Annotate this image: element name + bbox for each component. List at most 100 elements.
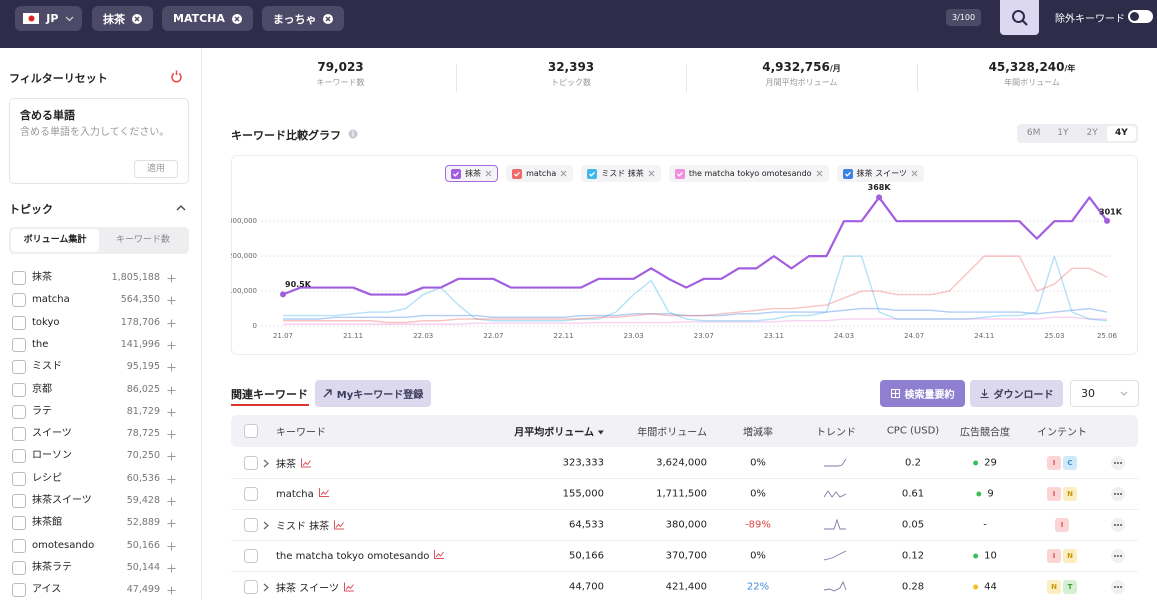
chart-icon[interactable] [334, 520, 345, 530]
more-icon[interactable] [1111, 518, 1125, 532]
legend-remove[interactable] [485, 170, 492, 177]
page-size-select[interactable]: 30 [1070, 380, 1139, 407]
more-icon[interactable] [1111, 549, 1125, 563]
more-icon-part [1114, 462, 1116, 464]
column-header[interactable]: 年間ボリューム [637, 427, 707, 439]
column-header[interactable]: キーワード [276, 427, 326, 439]
remove-icon[interactable] [323, 13, 334, 24]
keyword[interactable]: ミスド 抹茶 [276, 521, 330, 533]
column-header[interactable]: CPC (USD) [886, 425, 940, 437]
legend-remove[interactable] [648, 170, 655, 177]
sort-icon[interactable] [597, 430, 604, 436]
more-icon[interactable] [1111, 580, 1125, 594]
range-button[interactable]: 2Y [1086, 128, 1098, 138]
add-icon[interactable] [167, 408, 176, 417]
add-icon[interactable] [167, 319, 176, 328]
row-checkbox[interactable] [244, 518, 258, 532]
keyword[interactable]: matcha [276, 489, 314, 500]
column-header[interactable]: 月平均ボリューム [514, 424, 604, 439]
add-icon[interactable] [167, 542, 176, 551]
keyword[interactable]: 抹茶 [276, 459, 296, 471]
topic-checkbox[interactable] [12, 560, 26, 575]
filter-reset[interactable]: フィルターリセット [9, 72, 108, 85]
expand-icon[interactable] [263, 583, 269, 592]
more-icon[interactable] [1111, 456, 1125, 470]
keyword-chip[interactable]: まっちゃ [261, 6, 345, 31]
chart-icon[interactable] [343, 582, 354, 592]
add-icon[interactable] [167, 475, 176, 484]
column-header[interactable]: インテント [1037, 427, 1087, 439]
register-button[interactable]: Myキーワード登録 [315, 380, 431, 407]
legend-chip[interactable]: 抹茶 [445, 165, 499, 182]
range-button[interactable]: 6M [1026, 128, 1041, 138]
apply-button[interactable]: 適用 [134, 160, 178, 178]
add-icon[interactable] [167, 519, 176, 528]
add-icon[interactable] [167, 586, 176, 595]
chart-icon[interactable] [434, 550, 445, 559]
chart-icon[interactable] [318, 488, 329, 497]
legend-chip[interactable]: the matcha tokyo omotesando [668, 165, 829, 182]
download-button[interactable]: ダウンロード [970, 380, 1063, 407]
topic-checkbox[interactable] [12, 449, 26, 464]
row-checkbox[interactable] [244, 549, 258, 563]
keyword-chip[interactable]: 抹茶 [92, 6, 153, 31]
select-all-checkbox[interactable] [244, 424, 258, 438]
add-icon[interactable] [167, 386, 176, 395]
topic-checkbox[interactable] [12, 315, 26, 330]
keyword[interactable]: the matcha tokyo omotesando [276, 551, 430, 562]
reset-icon[interactable] [170, 70, 183, 83]
legend-remove[interactable] [560, 170, 567, 177]
topic-checkbox[interactable] [12, 583, 26, 598]
keyword-chip[interactable]: MATCHA [162, 6, 253, 31]
topic-checkbox[interactable] [12, 293, 26, 308]
add-icon[interactable] [167, 452, 176, 461]
chart-icon[interactable] [301, 458, 311, 468]
add-icon[interactable] [167, 274, 176, 283]
range-button[interactable]: 1Y [1057, 128, 1069, 138]
summary-button[interactable]: 検索量要約 [880, 380, 965, 407]
add-icon[interactable] [167, 341, 176, 350]
exclude-toggle[interactable] [1128, 10, 1153, 23]
topic-checkbox[interactable] [12, 471, 26, 486]
legend-chip[interactable]: ミスド 抹茶 [581, 165, 661, 182]
row-checkbox[interactable] [244, 456, 258, 470]
range-button[interactable]: 4Y [1106, 126, 1136, 141]
column-header[interactable]: 広告競合度 [960, 427, 1010, 439]
country-select[interactable]: JP [15, 6, 82, 31]
row-checkbox[interactable] [244, 487, 258, 501]
legend-chip[interactable]: 抹茶 スイーツ [836, 165, 924, 182]
topic-checkbox[interactable] [12, 382, 26, 397]
add-icon[interactable] [167, 564, 176, 573]
collapse-icon[interactable] [176, 204, 186, 211]
search-button[interactable] [1000, 0, 1039, 35]
topic-checkbox[interactable] [12, 538, 26, 553]
topic-checkbox[interactable] [12, 337, 26, 352]
topic-checkbox[interactable] [12, 360, 26, 375]
topic-checkbox[interactable] [12, 516, 26, 531]
add-icon[interactable] [167, 363, 176, 372]
remove-icon[interactable] [231, 13, 242, 24]
column-header[interactable]: 増減率 [743, 427, 773, 439]
topic-checkbox[interactable] [12, 404, 26, 419]
expand-icon[interactable] [263, 521, 269, 530]
expand-icon[interactable] [263, 459, 269, 468]
column-header[interactable]: トレンド [816, 427, 856, 439]
tab-count[interactable]: キーワード数 [115, 235, 170, 245]
info-icon[interactable] [348, 129, 358, 139]
tab-volume[interactable]: ボリューム集計 [11, 229, 99, 252]
topic-checkbox[interactable] [12, 494, 26, 508]
include-input[interactable]: 含める単語を入力してください。 [20, 127, 170, 138]
topic-checkbox[interactable] [12, 427, 26, 442]
row-checkbox[interactable] [244, 580, 258, 594]
keyword[interactable]: 抹茶 スイーツ [276, 583, 339, 595]
legend-remove[interactable] [911, 170, 918, 177]
add-icon[interactable] [167, 430, 176, 439]
remove-icon[interactable] [132, 13, 142, 24]
legend-chip[interactable]: matcha [506, 165, 574, 182]
topic-checkbox[interactable] [12, 271, 26, 285]
add-icon[interactable] [167, 497, 176, 506]
legend-remove[interactable] [816, 170, 823, 177]
add-icon[interactable] [167, 296, 176, 305]
related-tab[interactable]: 関連キーワード [231, 388, 308, 401]
more-icon[interactable] [1111, 487, 1125, 501]
